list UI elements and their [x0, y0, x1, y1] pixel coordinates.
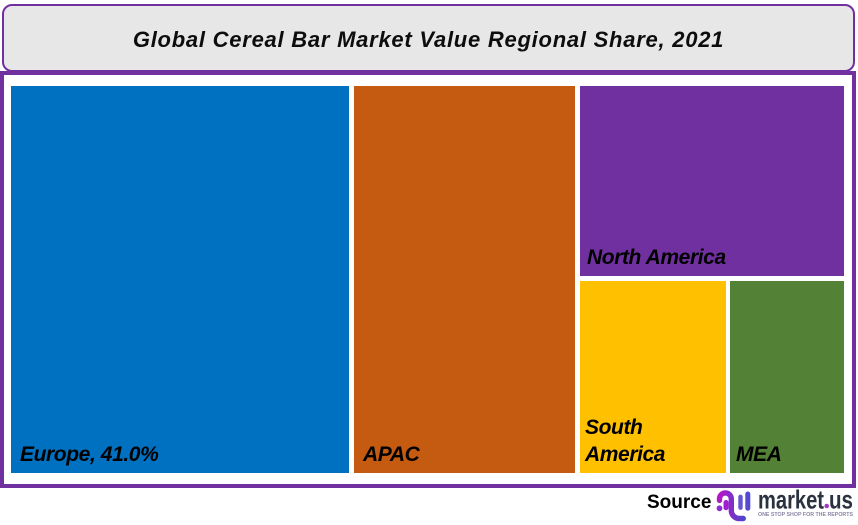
- svg-text:us: us: [829, 484, 853, 514]
- svg-text:market: market: [758, 484, 824, 514]
- svg-text:ONE STOP SHOP FOR THE REPORTS: ONE STOP SHOP FOR THE REPORTS: [758, 512, 854, 518]
